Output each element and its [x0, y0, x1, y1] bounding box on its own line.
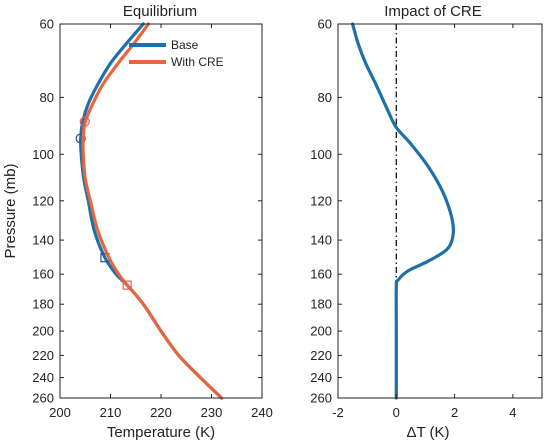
legend-with-cre-label: With CRE: [171, 55, 224, 69]
equilibrium-y-tick-label: 140: [32, 233, 54, 248]
equilibrium-with-cre-circle-marker: [79, 116, 90, 127]
impact-y-tick-label: 180: [310, 297, 332, 312]
equilibrium-y-tick-label: 220: [32, 348, 54, 363]
equilibrium-x-tick-label: 240: [251, 405, 273, 420]
equilibrium-y-tick-label: 240: [32, 370, 54, 385]
impact-y-tick-label: 120: [310, 193, 332, 208]
impact-y-tick-label: 160: [310, 267, 332, 282]
pressure-y-axis-label: Pressure (mb): [2, 163, 19, 258]
equilibrium-y-tick-label: 180: [32, 297, 54, 312]
equilibrium-y-tick-label: 80: [40, 90, 54, 105]
impact-plot-frame: [337, 23, 543, 399]
impact-y-tick-label: 140: [310, 233, 332, 248]
equilibrium-y-tick-label: 160: [32, 267, 54, 282]
equilibrium-x-tick-label: 200: [49, 405, 71, 420]
impact-y-tick-label: 200: [310, 324, 332, 339]
equilibrium-x-tick-label: 220: [150, 405, 172, 420]
impact-x-tick-label: 2: [451, 405, 458, 420]
impact-series-0-line: [350, 22, 456, 400]
equilibrium-y-tick-label: 100: [32, 147, 54, 162]
impact-x-tick-label: 0: [393, 405, 400, 420]
impact-y-tick-label: 100: [310, 147, 332, 162]
legend-base-label: Base: [171, 38, 199, 52]
impact-y-tick-label: 220: [310, 348, 332, 363]
equilibrium-y-tick-label: 200: [32, 324, 54, 339]
equilibrium-y-tick-label: 260: [32, 391, 54, 406]
equilibrium-x-axis-label: Temperature (K): [107, 424, 215, 441]
equilibrium-with-cre-square-marker: [122, 280, 132, 290]
impact-y-tick-label: 80: [318, 90, 332, 105]
impact-of-cre-panel: Impact of CRE -2 0 2 4 60 80 100 120 140 160 180 20…: [310, 3, 543, 441]
impact-y-tick-label: 260: [310, 391, 332, 406]
impact-x-axis-label: ΔT (K): [406, 424, 449, 441]
legend: Base With CRE: [129, 38, 224, 69]
equilibrium-base-circle-marker: [75, 133, 86, 144]
equilibrium-y-tick-label: 120: [32, 193, 54, 208]
equilibrium-base-line: [79, 22, 224, 400]
impact-x-tick-label: -2: [332, 405, 344, 420]
equilibrium-with-cre-line: [81, 22, 224, 400]
equilibrium-panel: Equilibrium 200 210 220 230 240 60 80 100 120 140…: [2, 3, 273, 441]
equilibrium-x-tick-label: 230: [201, 405, 223, 420]
equilibrium-x-tick-label: 210: [100, 405, 122, 420]
equilibrium-title: Equilibrium: [123, 3, 197, 20]
equilibrium-y-tick-label: 60: [40, 17, 54, 32]
impact-y-tick-label: 240: [310, 370, 332, 385]
impact-title: Impact of CRE: [384, 3, 482, 20]
impact-y-tick-label: 60: [318, 17, 332, 32]
impact-x-tick-label: 4: [509, 405, 516, 420]
